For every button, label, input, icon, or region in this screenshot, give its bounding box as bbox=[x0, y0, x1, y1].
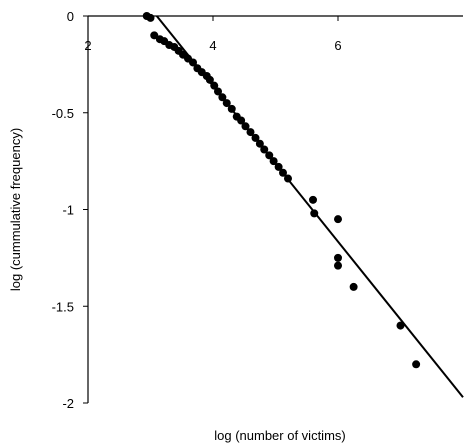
x-tick-label: 2 bbox=[84, 38, 91, 53]
y-tick-label: -0.5 bbox=[52, 106, 74, 121]
y-tick-label: 0 bbox=[67, 9, 74, 24]
data-point bbox=[334, 253, 342, 262]
data-point bbox=[334, 215, 342, 224]
data-point bbox=[334, 261, 342, 270]
y-tick-label: -1 bbox=[62, 203, 74, 218]
trendline bbox=[155, 15, 464, 398]
y-axis-ticks: 0 -0.5 -1 -1.5 -2 bbox=[52, 9, 88, 411]
data-point bbox=[349, 282, 358, 291]
data-point bbox=[309, 195, 317, 204]
x-axis-ticks: 2 4 6 bbox=[84, 16, 342, 53]
data-point bbox=[146, 13, 155, 22]
data-point bbox=[412, 360, 421, 369]
data-point bbox=[205, 75, 214, 84]
y-tick-label: -1.5 bbox=[52, 299, 74, 314]
y-tick-label: -2 bbox=[62, 396, 74, 411]
data-point bbox=[396, 321, 405, 330]
x-axis-label: log (number of victims) bbox=[214, 428, 345, 443]
x-tick-label: 4 bbox=[209, 38, 216, 53]
y-axis-label: log (cummulative frequency) bbox=[8, 128, 23, 291]
data-point bbox=[150, 31, 159, 40]
x-tick-label: 6 bbox=[334, 38, 341, 53]
